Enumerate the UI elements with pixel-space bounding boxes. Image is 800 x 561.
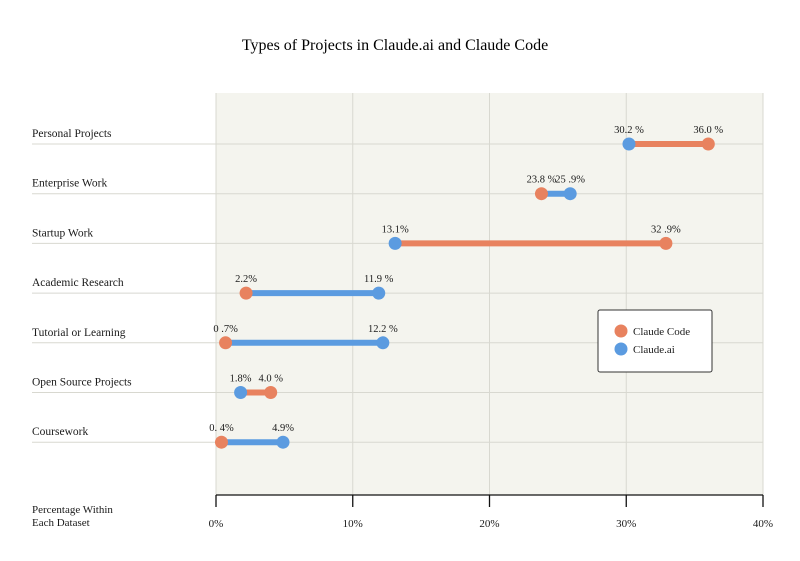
x-axis: 0% 10% 20% 30% 40% Percentage Within Each Data… [32,494,773,530]
value-label-claude-code: 23.8 % [527,175,557,186]
legend: Claude Code Claude.ai [597,309,713,373]
point-claude-ai-coursework [276,435,290,449]
point-claude-code-personal-projects [701,137,715,151]
value-label-claude-code: 0 .7% [213,324,238,335]
category-label-coursework: Coursework [32,426,88,438]
point-claude-ai-personal-projects [622,137,636,151]
value-label-claude-ai: 4.9% [272,423,294,434]
value-label-claude-code: 4.0 % [258,374,283,385]
data-marks: 36.0 % 30.2 % 23.8 %25 .9% 32 .9% 13.1% 2.2% 1… [209,125,723,449]
point-claude-code-coursework [214,435,228,449]
value-label-claude-code: 32 .9% [651,224,681,235]
value-label-claude-ai: 11.9 % [364,274,394,285]
value-label-claude-ai: 13.1% [382,224,409,235]
point-claude-ai-academic-research [372,286,386,300]
point-claude-code-tutorial-or-learning [219,336,233,350]
point-claude-code-open-source-projects [264,386,278,399]
point-claude-code-academic-research [239,286,253,300]
category-label-enterprise-work: Enterprise Work [32,178,107,190]
x-tick-label: 40% [753,518,773,530]
point-claude-ai-startup-work [388,236,402,250]
x-tick-label: 0% [209,518,224,530]
legend-marker-claude-ai [614,342,628,356]
legend-label-claude-code: Claude Code [633,326,690,338]
x-axis-title: Percentage Within Each Dataset [32,504,113,529]
value-label-claude-ai: 30.2 % [614,125,644,136]
category-label-open-source-projects: Open Source Projects [32,377,132,389]
x-tick-label: 20% [479,518,499,530]
point-claude-code-startup-work [659,236,673,250]
point-claude-ai-enterprise-work [563,187,577,201]
chart-title: Types of Projects in Claude.ai and Claud… [242,37,548,54]
point-claude-ai-open-source-projects [234,386,248,399]
value-label-claude-code: 2.2% [235,274,257,285]
value-label-claude-code: 0. 4% [209,423,234,434]
category-label-tutorial-or-learning: Tutorial or Learning [32,327,126,339]
value-label-claude-ai: 1.8% [230,374,252,385]
x-tick-label: 30% [616,518,636,530]
value-label-claude-ai: 25 .9% [555,175,585,186]
category-label-startup-work: Startup Work [32,227,93,239]
value-label-claude-ai: 12.2 % [368,324,398,335]
legend-label-claude-ai: Claude.ai [633,344,675,356]
legend-box [597,309,713,373]
point-claude-code-enterprise-work [534,187,548,201]
category-rows: Personal Projects Enterprise Work Startup … [32,128,763,443]
category-label-personal-projects: Personal Projects [32,128,112,140]
category-label-academic-research: Academic Research [32,277,124,289]
value-label-claude-code: 36.0 % [693,125,723,136]
x-tick-label: 10% [343,518,363,530]
point-claude-ai-tutorial-or-learning [376,336,390,350]
legend-marker-claude-code [614,324,628,338]
